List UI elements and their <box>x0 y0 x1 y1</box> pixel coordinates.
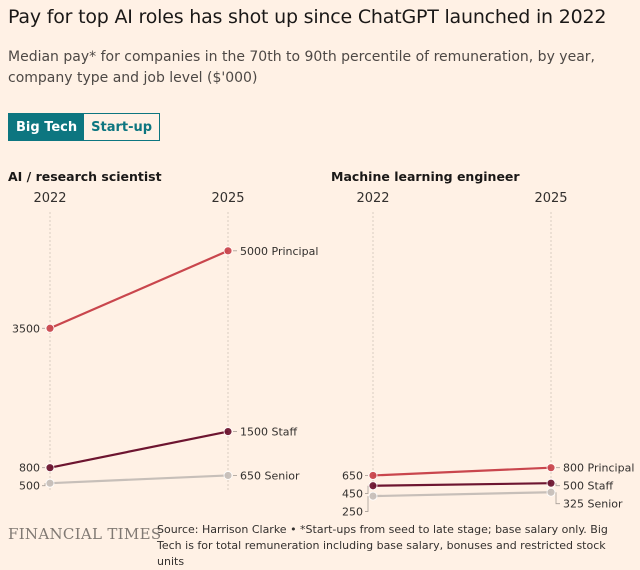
ml-engineer-staff-series-name: Staff <box>588 480 614 493</box>
ml-engineer-senior-series-name: Senior <box>588 498 624 511</box>
toggle-big-tech-button[interactable]: Big Tech <box>9 114 85 140</box>
ai-research-scientist-principal-value-2025: 5000 <box>240 245 272 258</box>
source-note: Source: Harrison Clarke • *Start-ups fro… <box>157 523 608 568</box>
ai-research-scientist-staff-label-2025: 1500 Staff <box>240 426 298 439</box>
ai-research-scientist-staff-line <box>49 430 229 469</box>
ai-research-scientist-year-label: 2025 <box>211 191 244 206</box>
ai-research-scientist-senior-point-2022 <box>45 478 55 488</box>
ml-engineer-year-label: 2022 <box>356 191 389 206</box>
ml-engineer-staff-line <box>372 482 552 487</box>
chart-title: Pay for top AI roles has shot up since C… <box>8 6 607 28</box>
ai-research-scientist-senior-series-name: Senior <box>265 469 301 482</box>
chart-area: AI / research scientist 2022 2025 3500 5000 … <box>8 169 634 518</box>
ml-engineer-principal-line <box>372 466 552 477</box>
ai-research-scientist-senior-line <box>49 474 229 485</box>
ai-research-scientist-principal-series-name: Principal <box>272 245 319 258</box>
toggle-start-up-button[interactable]: Start-up <box>84 114 160 140</box>
ai-research-scientist-senior-value-2025: 650 <box>240 469 265 482</box>
ml-engineer-senior-value-2025: 325 <box>563 498 588 511</box>
ml-engineer-staff-value-2025: 500 <box>563 480 588 493</box>
ml-engineer-staff-label-2025: 500 Staff <box>563 480 614 493</box>
ml-engineer-senior-leader-2025 <box>555 492 560 505</box>
ml-engineer-staff-leader-2022 <box>365 485 369 494</box>
ml-engineer-principal-value-2025: 800 <box>563 462 588 475</box>
ai-research-scientist-staff-point-2022 <box>45 463 55 473</box>
ft-logo: FINANCIAL TIMES <box>8 525 162 543</box>
ml-engineer-staff-point-2025 <box>546 478 556 488</box>
ml-engineer-senior-label-2022: 250 <box>342 505 363 518</box>
company-type-toggle: Big Tech Start-up <box>8 113 161 141</box>
ai-research-scientist-staff-value-2025: 1500 <box>240 426 272 439</box>
ml-engineer-principal-series-name: Principal <box>588 462 635 475</box>
ai-research-scientist-senior-label-2025: 650 Senior <box>240 469 300 482</box>
ml-engineer-principal-point-2025 <box>546 463 556 473</box>
ai-research-scientist-senior-leader-2022 <box>42 483 46 487</box>
ai-research-scientist-senior-point-2025 <box>223 471 233 480</box>
ai-research-scientist-principal-point-2025 <box>223 246 233 256</box>
ai-research-scientist-year-label: 2022 <box>33 191 66 206</box>
ai-research-scientist-panel-title: AI / research scientist <box>8 169 162 184</box>
ml-engineer-year-label: 2025 <box>534 191 567 206</box>
chart-subtitle: Median pay* for companies in the 70th to… <box>8 49 595 86</box>
ml-engineer-staff-label-2022: 450 <box>342 487 363 500</box>
ml-engineer-panel-title: Machine learning engineer <box>331 169 520 184</box>
ai-research-scientist-staff-series-name: Staff <box>272 426 298 439</box>
ml-engineer-principal-label-2022: 650 <box>342 469 363 482</box>
ml-engineer-staff-point-2022 <box>368 481 378 491</box>
ml-engineer-principal-label-2025: 800 Principal <box>563 462 634 475</box>
ml-engineer-senior-point-2025 <box>546 487 556 497</box>
ai-research-scientist-staff-label-2022: 800 <box>19 462 40 475</box>
ai-research-scientist-principal-label-2022: 3500 <box>12 322 40 335</box>
ml-engineer-staff-leader-2025 <box>555 483 560 487</box>
ml-engineer-senior-point-2022 <box>368 491 378 501</box>
ml-engineer-principal-point-2022 <box>368 471 378 480</box>
ai-research-scientist-principal-point-2022 <box>45 323 55 333</box>
ml-engineer-senior-leader-2022 <box>365 496 369 512</box>
ai-research-scientist-principal-line <box>49 249 229 330</box>
ai-research-scientist-senior-label-2022: 500 <box>19 480 40 493</box>
ml-engineer-senior-label-2025: 325 Senior <box>563 498 623 511</box>
ai-research-scientist-principal-label-2025: 5000 Principal <box>240 245 318 258</box>
ml-engineer-senior-line <box>372 491 552 498</box>
ai-research-scientist-staff-point-2025 <box>223 427 233 436</box>
